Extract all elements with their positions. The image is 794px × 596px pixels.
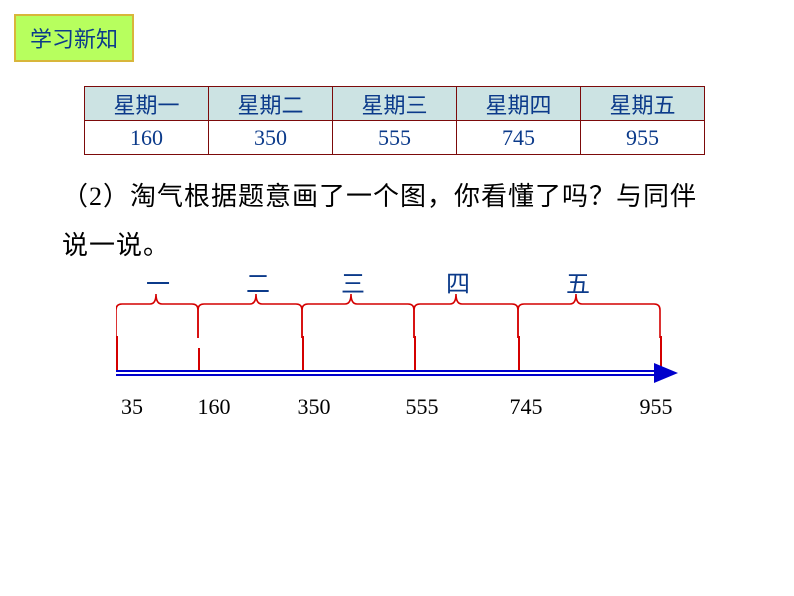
brace	[414, 294, 518, 338]
number-label: 745	[510, 394, 543, 420]
axis-inner	[116, 372, 656, 374]
table-header: 星期五	[581, 87, 705, 121]
section-badge-text: 学习新知	[30, 27, 118, 52]
number-line-axis	[116, 366, 676, 382]
data-table: 星期一 星期二 星期三 星期四 星期五 160 350 555 745 955	[84, 86, 705, 155]
table-header: 星期二	[209, 87, 333, 121]
number-label: 35	[121, 394, 143, 420]
number-label: 955	[640, 394, 673, 420]
section-badge: 学习新知	[14, 14, 134, 62]
number-label: 350	[298, 394, 331, 420]
brace	[302, 294, 414, 338]
table-cell: 350	[209, 121, 333, 155]
number-label: 555	[406, 394, 439, 420]
tick	[414, 336, 416, 370]
question-text: （2）淘气根据题意画了一个图，你看懂了吗？与同伴说一说。	[62, 172, 722, 271]
tick	[302, 336, 304, 370]
axis-arrowhead-icon	[654, 363, 678, 383]
tick	[116, 336, 118, 370]
number-line-diagram: 一 二 三 四 五 35160350555745955	[116, 280, 676, 420]
table-cell: 555	[333, 121, 457, 155]
table-cell: 745	[457, 121, 581, 155]
table-cell: 160	[85, 121, 209, 155]
table-header-row: 星期一 星期二 星期三 星期四 星期五	[85, 87, 705, 121]
table-header: 星期三	[333, 87, 457, 121]
table-cell: 955	[581, 121, 705, 155]
brace	[518, 294, 660, 338]
tick	[518, 336, 520, 370]
brace-svg	[116, 290, 676, 360]
brace	[198, 294, 302, 338]
table-value-row: 160 350 555 745 955	[85, 121, 705, 155]
table-header: 星期一	[85, 87, 209, 121]
brace	[116, 294, 198, 338]
number-label: 160	[198, 394, 231, 420]
table-header: 星期四	[457, 87, 581, 121]
